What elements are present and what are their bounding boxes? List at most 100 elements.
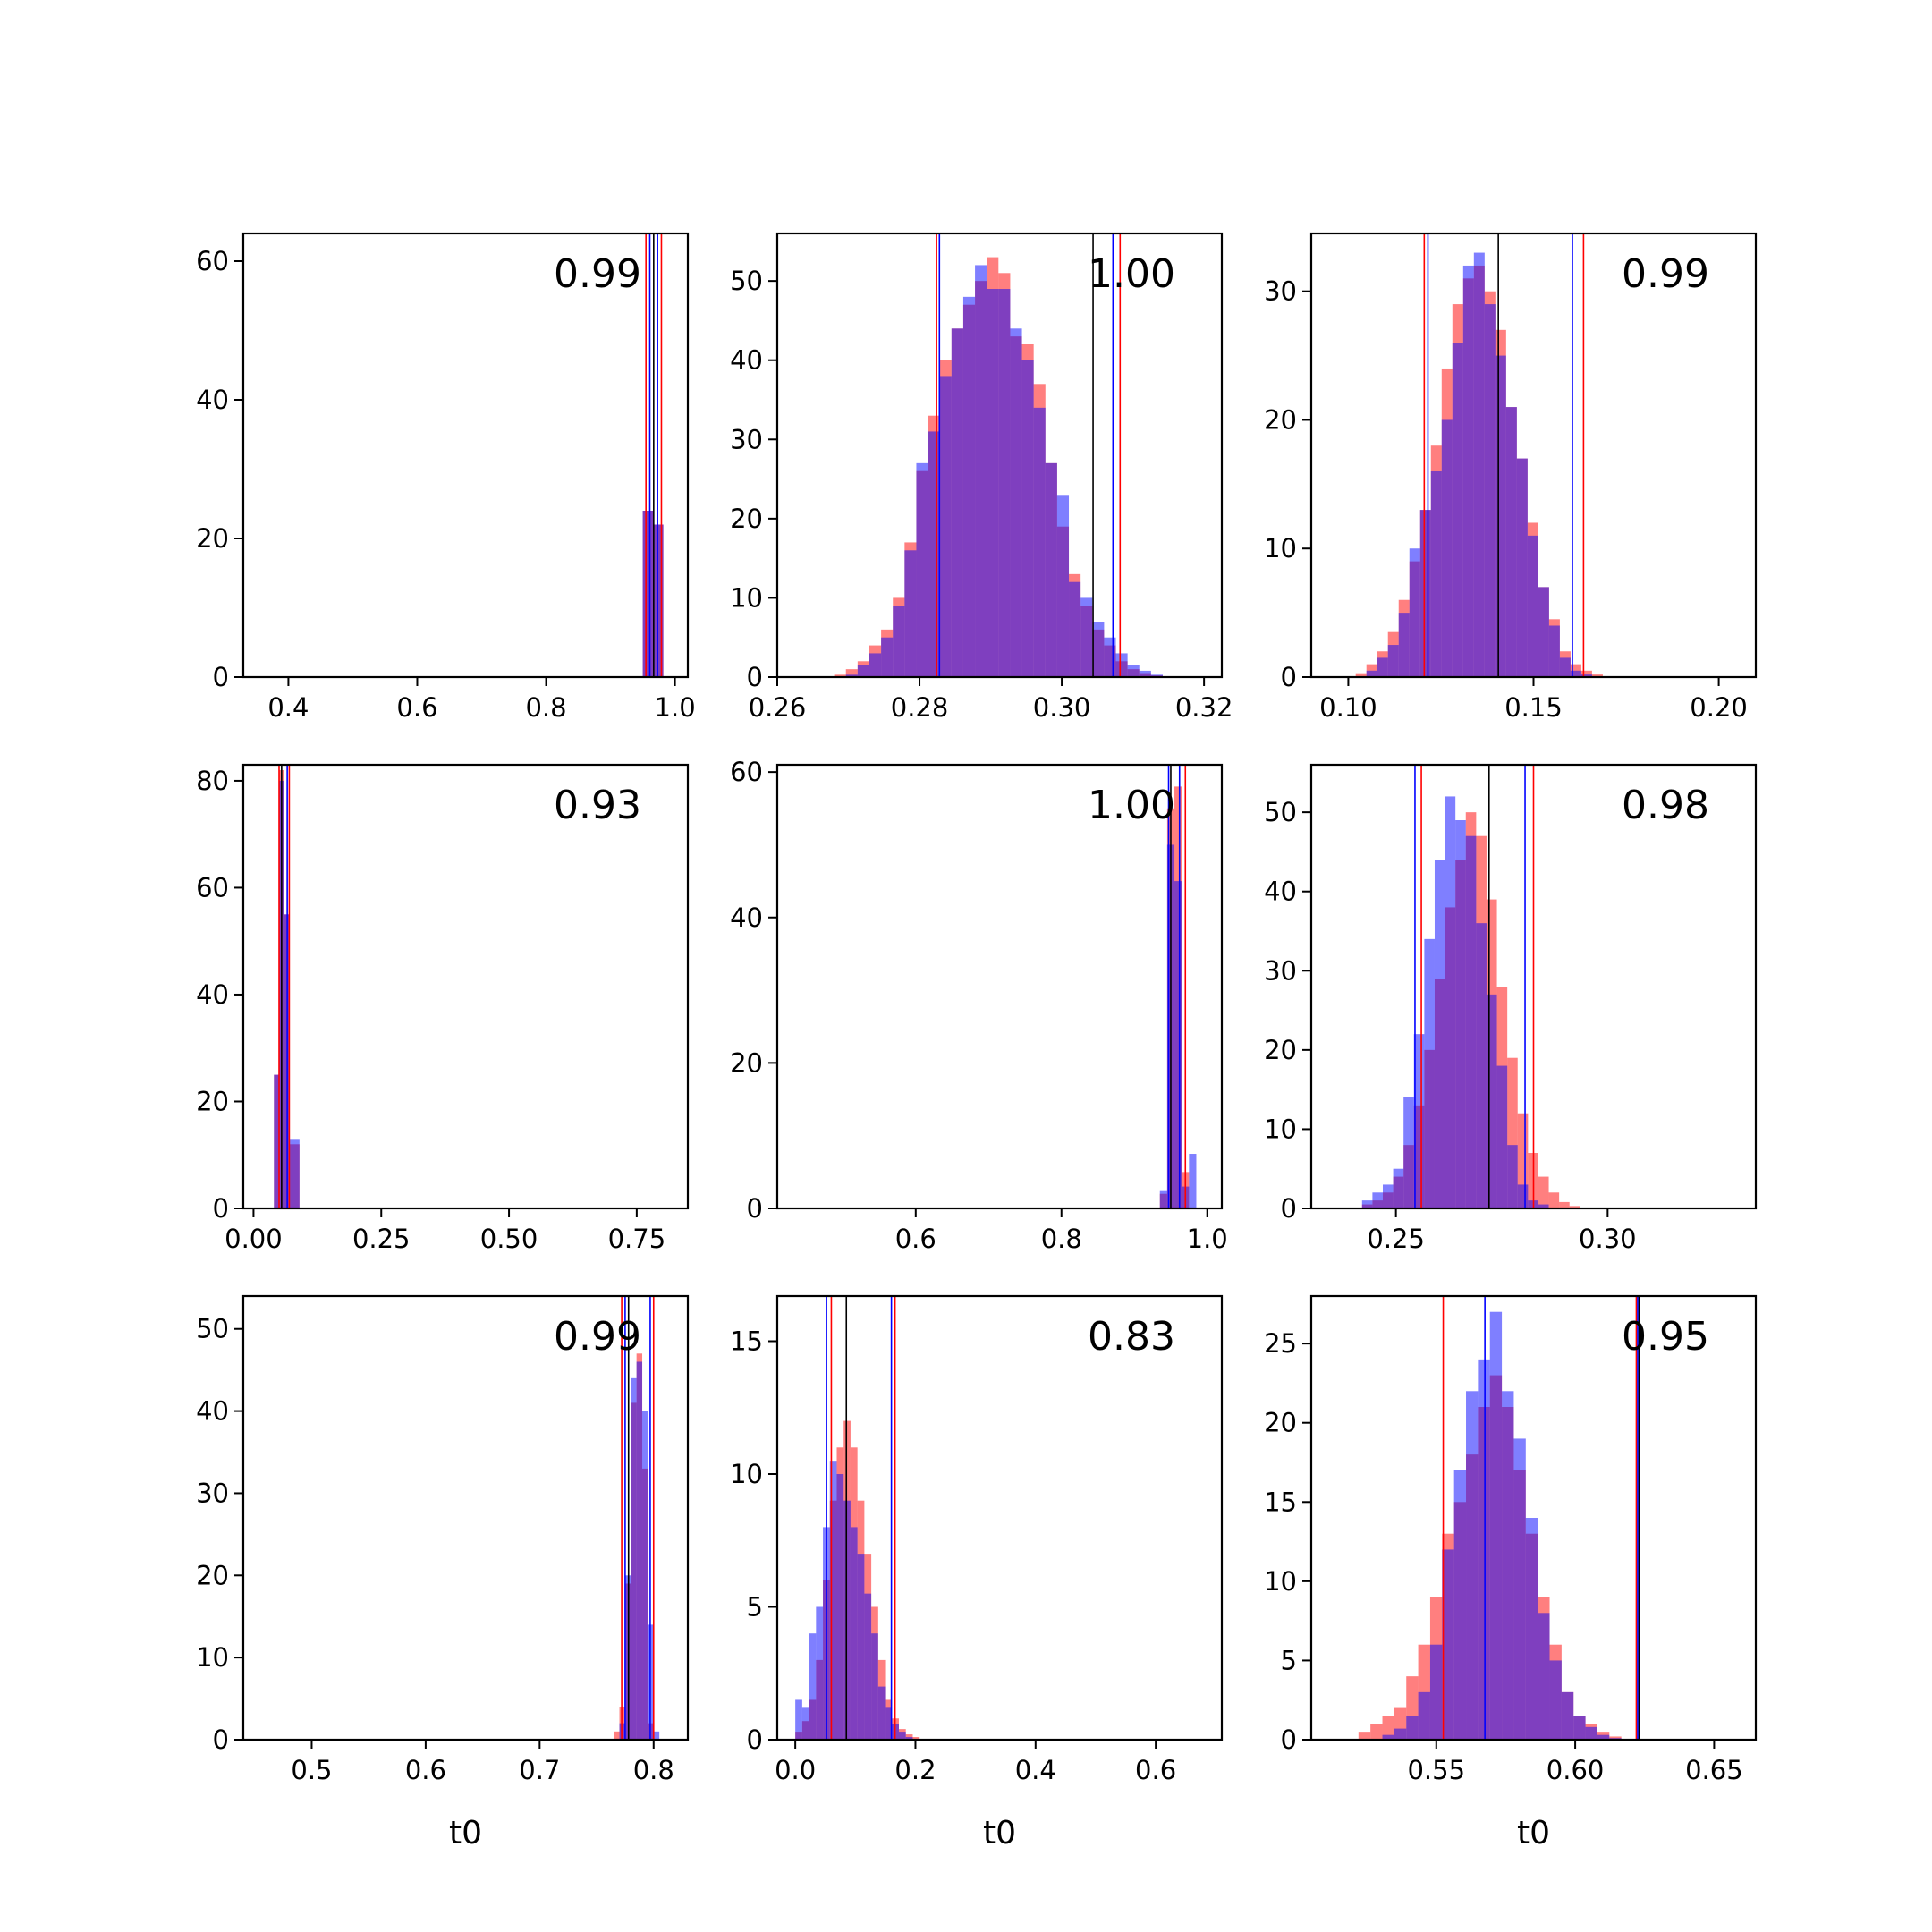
x-tick-label: 0.30 (1579, 1224, 1637, 1254)
x-tick-label: 0.2 (894, 1755, 936, 1785)
annotation-value: 0.99 (1622, 251, 1709, 297)
x-tick-label: 0.10 (1319, 692, 1377, 723)
x-tick-label: 0.6 (405, 1755, 446, 1785)
y-tick-label: 15 (730, 1326, 763, 1356)
hist-bar-blue (1372, 1192, 1383, 1208)
hist-bar-blue (1056, 495, 1070, 677)
subplot-7: 0.5 0.6 0.7 0.8 0 10 20 30 40 50 0.99 t0 (196, 1294, 690, 1852)
y-tick-label: 40 (1264, 877, 1297, 907)
subplot-1: 0.4 0.6 0.8 1.0 0 20 40 60 0.99 (196, 232, 696, 723)
hist-bar-blue (1538, 587, 1549, 677)
hist-bar-blue (1418, 1691, 1430, 1740)
x-tick-label: 0.0 (775, 1755, 816, 1785)
x-tick-label: 0.55 (1407, 1755, 1465, 1785)
hist-bar-blue (1517, 1184, 1529, 1208)
hist-bar-blue (1570, 670, 1581, 677)
hist-bar-red (1370, 1724, 1383, 1740)
hist-bar-red (1358, 1732, 1371, 1740)
hist-bar-blue (1092, 622, 1105, 677)
hist-bar-blue (1585, 1726, 1597, 1740)
hist-bar-blue (1430, 470, 1442, 677)
y-tick-label: 60 (196, 872, 229, 902)
hist-bar-blue (877, 1686, 886, 1740)
x-tick-label: 0.60 (1546, 1755, 1605, 1785)
hist-bar-blue (1406, 1716, 1419, 1740)
x-tick-label: 0.5 (291, 1755, 332, 1785)
hist-bar-blue (1150, 674, 1163, 677)
x-tick-label: 0.6 (895, 1224, 936, 1254)
x-tick-label: 0.6 (396, 692, 437, 723)
hist-bar-blue (845, 674, 858, 677)
y-tick-label: 40 (730, 902, 763, 933)
hist-bar-blue (1597, 1734, 1610, 1740)
hist-bar-red (834, 674, 846, 677)
y-tick-label: 20 (196, 1560, 229, 1590)
x-tick-label: 0.20 (1690, 692, 1748, 723)
annotation-value: 0.95 (1622, 1314, 1709, 1360)
y-tick-label: 50 (196, 1314, 229, 1344)
y-tick-label: 0 (747, 1724, 763, 1755)
x-axis-label: t0 (983, 1815, 1016, 1852)
hist-bar-blue (1525, 1518, 1538, 1740)
hist-bar-blue (1502, 1391, 1514, 1740)
hist-bar-blue (1455, 820, 1466, 1208)
hist-bar-blue (274, 1074, 279, 1208)
subplot-3: 0.10 0.15 0.20 0 10 20 30 0.99 (1264, 232, 1758, 723)
hist-bar-red (1548, 1192, 1560, 1208)
subplot-2: 0.26 0.28 0.30 0.32 0 10 20 30 40 50 1.00 (730, 232, 1233, 723)
y-tick-label: 10 (1264, 1114, 1297, 1144)
y-tick-label: 50 (730, 266, 763, 296)
hist-bar-blue (1462, 265, 1474, 677)
hist-bar-blue (899, 1732, 906, 1740)
annotation-value: 0.99 (554, 251, 641, 297)
subplot-8: 0.0 0.2 0.4 0.6 0 5 10 15 0.83 t0 (730, 1294, 1224, 1852)
y-tick-label: 0 (213, 1724, 229, 1755)
hist-bar-blue (1548, 625, 1560, 677)
hist-bar-blue (1505, 407, 1517, 677)
hist-bar-blue (1513, 1438, 1526, 1740)
hist-bar-blue (1419, 510, 1431, 677)
hist-bar-red (1355, 673, 1367, 677)
hist-bar-blue (1010, 328, 1022, 677)
annotation-value: 0.99 (554, 1314, 641, 1360)
y-tick-label: 40 (730, 345, 763, 376)
y-tick-label: 20 (196, 1086, 229, 1116)
subplot-6: 0.25 0.30 0 10 20 30 40 50 0.98 (1264, 763, 1758, 1254)
hist-bar-blue (1507, 1145, 1518, 1208)
hist-bar-blue (885, 1707, 893, 1740)
hist-bar-blue (1559, 657, 1571, 677)
x-tick-label: 0.8 (1041, 1224, 1082, 1254)
hist-bar-blue (1127, 665, 1140, 677)
hist-bar-blue (1473, 252, 1485, 677)
hist-bar-blue (1478, 1359, 1490, 1740)
hist-bar-blue (893, 606, 905, 677)
hist-bar-blue (642, 1411, 648, 1740)
hist-bar-blue (1403, 1097, 1414, 1208)
y-tick-label: 40 (196, 385, 229, 415)
x-axis-label: t0 (1517, 1815, 1550, 1852)
y-tick-label: 20 (730, 504, 763, 534)
x-tick-label: 1.0 (1187, 1224, 1228, 1254)
hist-bar-blue (1538, 1613, 1550, 1740)
y-tick-label: 30 (1264, 955, 1297, 986)
hist-bar-blue (857, 1554, 865, 1740)
axes-frame (242, 1294, 690, 1741)
y-tick-label: 60 (196, 246, 229, 276)
axes-frame (1309, 1294, 1758, 1741)
y-tick-label: 0 (747, 662, 763, 692)
hist-bar-blue (1465, 835, 1477, 1208)
x-axis-label: t0 (449, 1815, 482, 1852)
hist-bar-red (1569, 1206, 1580, 1208)
y-tick-label: 20 (196, 523, 229, 554)
y-tick-label: 30 (196, 1478, 229, 1508)
hist-bar-blue (951, 328, 963, 677)
hist-bar-blue (1115, 653, 1128, 677)
axes-frame (775, 1294, 1224, 1741)
y-tick-label: 0 (1281, 1724, 1297, 1755)
axes-frame (775, 763, 1224, 1210)
hist-bar-blue (1434, 860, 1445, 1208)
hist-bar-blue (928, 431, 940, 677)
x-tick-label: 0.25 (1367, 1224, 1425, 1254)
hist-bar-blue (857, 665, 869, 677)
hist-bar-blue (1466, 1391, 1479, 1740)
